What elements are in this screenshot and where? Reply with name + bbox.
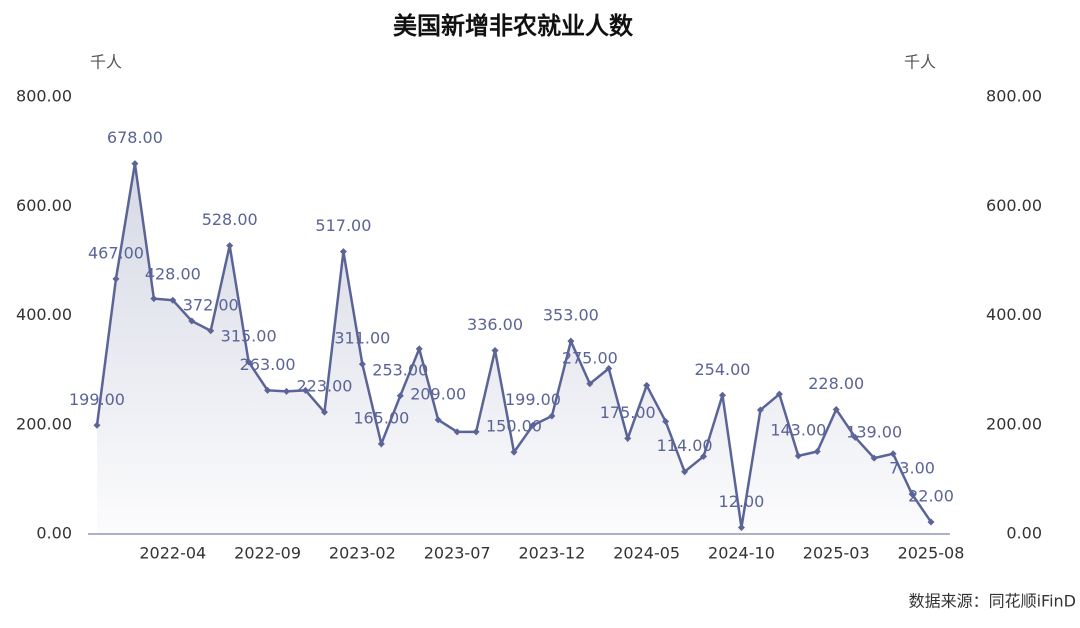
value-label: 209.00 bbox=[410, 384, 466, 403]
y-unit: 千人 bbox=[90, 53, 122, 72]
value-label: 517.00 bbox=[315, 216, 371, 235]
x-tick-label: 2023-02 bbox=[329, 544, 396, 563]
y-tick-label: 600.00 bbox=[16, 196, 72, 215]
value-label: 199.00 bbox=[69, 390, 125, 409]
value-label: 22.00 bbox=[908, 486, 954, 505]
point bbox=[927, 518, 935, 526]
x-tick-label: 2023-12 bbox=[518, 544, 585, 563]
source: 数据来源：同花顺iFinD bbox=[909, 592, 1076, 611]
point bbox=[681, 468, 689, 476]
value-label: 12.00 bbox=[719, 492, 765, 511]
value-label: 139.00 bbox=[846, 423, 902, 442]
point bbox=[339, 248, 347, 256]
point bbox=[794, 452, 802, 460]
point bbox=[586, 380, 594, 388]
point bbox=[889, 450, 897, 458]
point bbox=[302, 386, 309, 394]
value-label: 372.00 bbox=[183, 295, 239, 314]
value-label: 275.00 bbox=[562, 348, 618, 367]
point bbox=[169, 296, 177, 304]
y-tick-label: 400.00 bbox=[16, 305, 72, 324]
point bbox=[264, 386, 272, 394]
x-tick-label: 2024-10 bbox=[708, 544, 775, 563]
point bbox=[756, 406, 764, 414]
value-label: 678.00 bbox=[107, 128, 163, 147]
x-tick-label: 2022-04 bbox=[139, 544, 206, 563]
point bbox=[245, 358, 253, 366]
value-label: 223.00 bbox=[296, 377, 352, 396]
value-label: 253.00 bbox=[372, 360, 428, 379]
x-tick-label: 2023-07 bbox=[424, 544, 491, 563]
point bbox=[112, 275, 120, 283]
point bbox=[813, 448, 821, 456]
point bbox=[851, 433, 859, 441]
value-label: 467.00 bbox=[88, 243, 144, 262]
point bbox=[529, 421, 537, 429]
x-tick-label: 2025-03 bbox=[803, 544, 870, 563]
point bbox=[719, 391, 726, 399]
point bbox=[434, 416, 442, 424]
point bbox=[908, 490, 916, 498]
y2-tick-label: 800.00 bbox=[986, 87, 1042, 106]
point bbox=[567, 337, 575, 345]
point bbox=[377, 440, 385, 448]
point bbox=[662, 417, 670, 425]
point bbox=[320, 408, 328, 416]
x-tick-label: 2025-08 bbox=[898, 544, 965, 563]
point bbox=[737, 523, 745, 531]
area bbox=[97, 163, 931, 534]
point bbox=[870, 454, 878, 462]
value-label: 228.00 bbox=[808, 374, 864, 393]
value-label: 428.00 bbox=[145, 265, 201, 284]
y2-unit: 千人 bbox=[904, 53, 936, 72]
y2-tick-label: 200.00 bbox=[986, 414, 1042, 433]
point bbox=[207, 327, 215, 335]
point bbox=[775, 390, 783, 398]
point bbox=[358, 360, 366, 368]
point bbox=[226, 242, 234, 250]
point bbox=[605, 364, 613, 372]
value-label: 114.00 bbox=[657, 436, 713, 455]
chart-title: 美国新增非农就业人数 bbox=[393, 12, 634, 40]
x-tick-label: 2024-05 bbox=[613, 544, 680, 563]
point bbox=[93, 421, 101, 429]
y2-tick-label: 0.00 bbox=[1006, 524, 1042, 543]
value-label: 73.00 bbox=[889, 459, 935, 478]
value-label: 175.00 bbox=[600, 403, 656, 422]
point bbox=[472, 428, 480, 436]
value-label: 336.00 bbox=[467, 315, 523, 334]
value-label: 311.00 bbox=[334, 329, 390, 348]
point bbox=[643, 381, 651, 389]
point bbox=[453, 428, 461, 436]
y-tick-label: 0.00 bbox=[36, 524, 72, 543]
point bbox=[832, 405, 840, 413]
point bbox=[415, 345, 423, 353]
point bbox=[188, 317, 196, 325]
y-tick-label: 200.00 bbox=[16, 414, 72, 433]
y-tick-label: 800.00 bbox=[16, 87, 72, 106]
point bbox=[396, 392, 404, 400]
point bbox=[150, 295, 158, 303]
value-label: 150.00 bbox=[486, 417, 542, 436]
value-label: 315.00 bbox=[221, 326, 277, 345]
value-label: 528.00 bbox=[202, 210, 258, 229]
value-label: 263.00 bbox=[240, 355, 296, 374]
value-label: 143.00 bbox=[770, 420, 826, 439]
point bbox=[624, 434, 632, 442]
point bbox=[283, 387, 291, 395]
value-label: 165.00 bbox=[353, 408, 409, 427]
value-label: 353.00 bbox=[543, 306, 599, 325]
value-label: 199.00 bbox=[505, 390, 561, 409]
point bbox=[548, 412, 556, 420]
value-label: 254.00 bbox=[695, 360, 751, 379]
x-tick-label: 2022-09 bbox=[234, 544, 301, 563]
point bbox=[131, 160, 139, 168]
y2-tick-label: 600.00 bbox=[986, 196, 1042, 215]
point bbox=[491, 346, 499, 354]
point bbox=[510, 448, 518, 456]
point bbox=[700, 452, 708, 460]
y2-tick-label: 400.00 bbox=[986, 305, 1042, 324]
